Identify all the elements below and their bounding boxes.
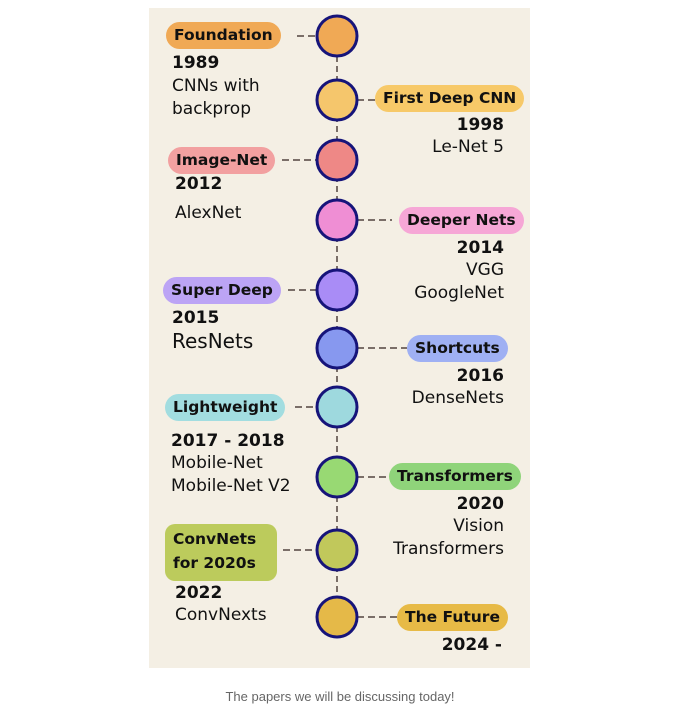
timeline-node (315, 385, 359, 429)
milestone-year-2020: 2020 (456, 494, 504, 514)
milestone-desc-2016: DenseNets (411, 388, 504, 408)
milestone-label-2012: Image-Net (168, 147, 276, 174)
milestone-label-2016: Shortcuts (407, 335, 508, 362)
timeline-node (315, 138, 359, 182)
milestone-desc-2017-2018: Mobile-Net Mobile-Net V2 (171, 453, 291, 496)
milestone-desc-2015: ResNets (172, 329, 254, 353)
timeline-node (315, 14, 359, 58)
figure-caption: The papers we will be discussing today! (225, 689, 455, 704)
timeline-node (315, 528, 359, 572)
timeline-node (315, 198, 359, 242)
milestone-label-2020: Transformers (389, 463, 521, 490)
milestone-year-2014: 2014 (456, 238, 504, 258)
milestone-label-2014: Deeper Nets (399, 207, 524, 234)
milestone-label-2015: Super Deep (163, 277, 281, 304)
timeline-node (315, 268, 359, 312)
milestone-label-1998: First Deep CNN (375, 85, 525, 112)
milestone-year-1989: 1989 (172, 53, 220, 73)
milestone-year-2022: 2022 (175, 583, 223, 603)
milestone-desc-1989: CNNs with backprop (172, 76, 260, 119)
milestone-year-2015: 2015 (172, 308, 220, 328)
milestone-label-2017-2018: Lightweight (165, 394, 286, 421)
milestone-desc-1998: Le-Net 5 (432, 137, 504, 157)
milestone-year-1998: 1998 (456, 115, 504, 135)
milestone-label-2022: ConvNets for 2020s (165, 524, 277, 581)
milestone-year-2012: 2012 (175, 174, 223, 194)
timeline-panel: Foundation 1989 CNNs with backprop First… (149, 8, 530, 668)
timeline-node (315, 78, 359, 122)
timeline-node (315, 455, 359, 499)
milestone-year-2024: 2024 - (441, 635, 502, 655)
milestone-desc-2014: VGG GoogleNet (414, 260, 504, 303)
milestone-year-2016: 2016 (456, 366, 504, 386)
milestone-desc-2012: AlexNet (175, 203, 242, 223)
milestone-desc-2022: ConvNexts (175, 605, 267, 625)
milestone-label-1989: Foundation (166, 22, 281, 49)
timeline-node (315, 595, 359, 639)
milestone-year-2017-2018: 2017 - 2018 (171, 431, 285, 451)
milestone-label-2024: The Future (397, 604, 508, 631)
timeline-graphic (282, 14, 407, 639)
timeline-node (315, 326, 359, 370)
milestone-desc-2020: Vision Transformers (393, 516, 504, 559)
